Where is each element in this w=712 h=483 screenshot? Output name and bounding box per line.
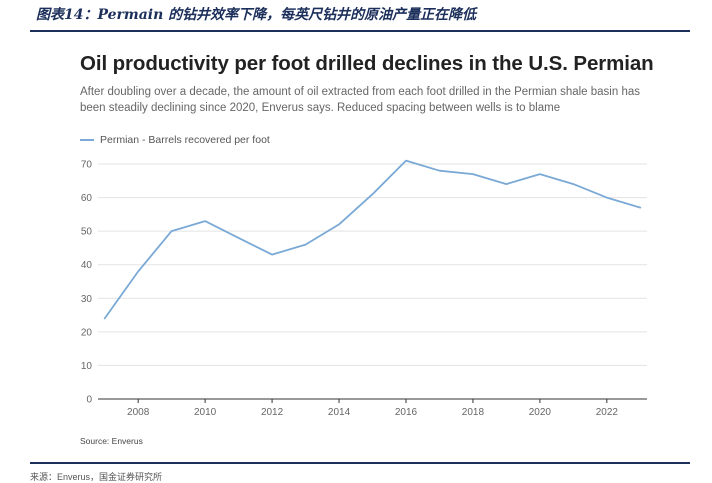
x-tick-label: 2012 [261, 407, 284, 418]
chart-subtitle: After doubling over a decade, the amount… [80, 86, 640, 114]
y-tick-label: 0 [86, 395, 92, 406]
data-point-2020 [539, 173, 541, 175]
data-point-2022 [606, 196, 608, 198]
data-point-2011 [237, 237, 239, 239]
x-tick-label: 2008 [127, 407, 150, 418]
x-tick-label: 2020 [529, 407, 552, 418]
x-tick-label: 2010 [194, 407, 217, 418]
x-tick-label: 2018 [462, 407, 485, 418]
y-tick-label: 50 [81, 227, 93, 238]
x-tick-label: 2014 [328, 407, 351, 418]
data-point-2010 [204, 220, 206, 222]
y-tick-label: 30 [81, 294, 93, 305]
chart-legend: Permian - Barrels recovered per foot [80, 134, 270, 146]
y-tick-label: 40 [81, 260, 93, 271]
footer-divider [30, 462, 690, 464]
figure-caption: 图表14：Permain 的钻井效率下降，每英尺钻井的原油产量正在降低 [36, 7, 477, 23]
x-tick-label: 2016 [395, 407, 418, 418]
y-tick-label: 60 [81, 193, 93, 204]
data-point-2013 [304, 243, 306, 245]
data-point-2018 [472, 173, 474, 175]
legend-label: Permian - Barrels recovered per foot [100, 134, 270, 146]
caption-divider [30, 30, 690, 32]
data-point-2015 [371, 193, 373, 195]
legend-line-swatch [80, 139, 94, 141]
data-point-2012 [271, 253, 273, 255]
series-line-permian [103, 159, 642, 320]
chart-source: Source: Enverus [80, 436, 143, 446]
data-point-2016 [405, 159, 407, 161]
y-tick-label: 10 [81, 361, 93, 372]
y-tick-label: 20 [81, 327, 93, 338]
data-point-2007 [103, 317, 105, 319]
data-point-2019 [505, 183, 507, 185]
data-point-2023 [639, 206, 641, 208]
data-point-2008 [137, 270, 139, 272]
data-point-2014 [338, 223, 340, 225]
data-point-2009 [170, 230, 172, 232]
chart-title: Oil productivity per foot drilled declin… [80, 52, 654, 75]
x-tick-label: 2022 [596, 407, 619, 418]
data-point-2021 [572, 183, 574, 185]
y-tick-label: 70 [81, 160, 93, 171]
data-point-2017 [438, 170, 440, 172]
